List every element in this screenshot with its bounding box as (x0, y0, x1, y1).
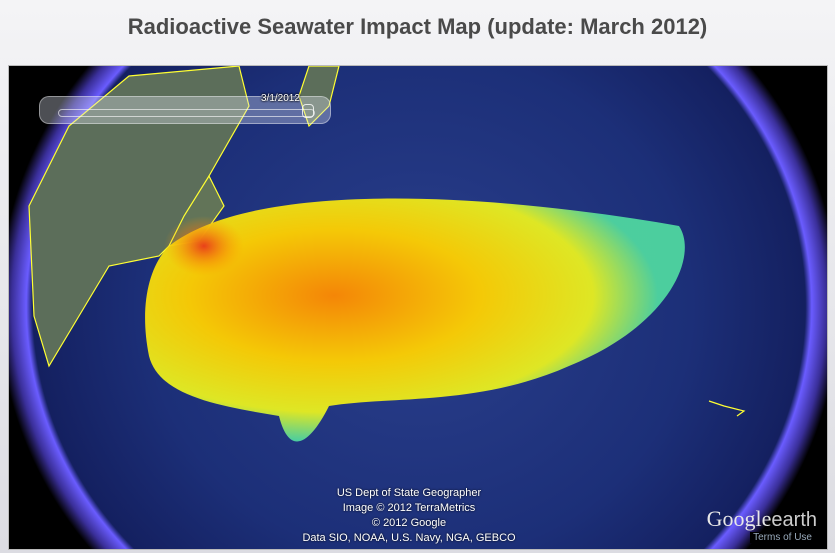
terms-of-use-link[interactable]: Terms of Use (750, 532, 815, 543)
logo-google-text: Google (706, 506, 772, 531)
radioactive-plume (145, 198, 685, 442)
attribution-line: © 2012 Google (371, 517, 447, 529)
time-slider-thumb[interactable] (302, 104, 314, 118)
globe-image (28, 66, 746, 442)
google-earth-logo: Googleearth (707, 506, 817, 532)
kamchatka-landmass (298, 66, 340, 128)
plume-hotspot (164, 216, 244, 276)
map-attribution: US Dept of State Geographer Image © 2012… (299, 486, 519, 546)
page-title: Radioactive Seawater Impact Map (update:… (127, 14, 708, 39)
attribution-line: US Dept of State Geographer (336, 487, 482, 499)
hawaii-coastline (708, 400, 746, 417)
logo-earth-text: earth (771, 509, 817, 531)
time-slider[interactable] (39, 96, 331, 124)
attribution-line: Image © 2012 TerraMetrics (342, 502, 476, 514)
timeline-date-label: 3/1/2012 (261, 93, 300, 104)
time-slider-track[interactable] (58, 109, 315, 117)
globe-map-view[interactable]: 3/1/2012 US Dept of State Geographer Ima… (8, 65, 828, 550)
attribution-line: Data SIO, NOAA, U.S. Navy, NGA, GEBCO (302, 532, 516, 544)
